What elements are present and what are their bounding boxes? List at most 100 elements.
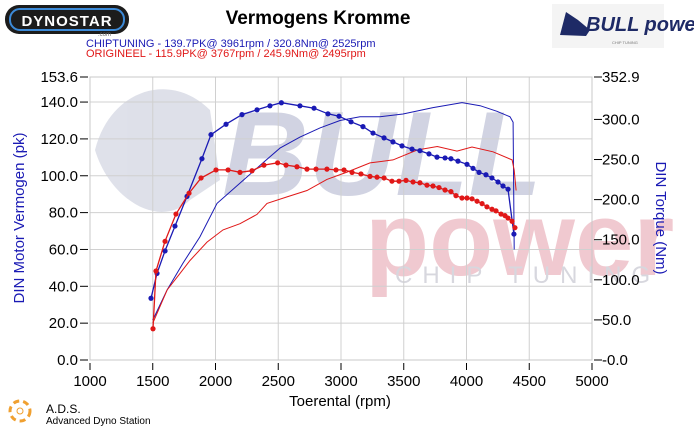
data-point (254, 107, 260, 113)
y-axis-label: DIN Motor Vermogen (pk) (11, 133, 28, 304)
x-tick-label: 1000 (73, 373, 106, 390)
data-point (512, 225, 518, 231)
data-point (495, 179, 501, 185)
data-point (493, 208, 499, 214)
data-point (464, 195, 470, 201)
series-line-0 (152, 102, 515, 321)
data-point (399, 143, 405, 149)
dynostar-logo-sub: .com (98, 32, 111, 38)
data-point (509, 218, 515, 224)
y2-axis-label: DIN Torque (Nm) (652, 161, 669, 274)
y2-tick-label: 200.0 (602, 192, 640, 209)
data-point (311, 105, 317, 111)
data-point (484, 204, 490, 210)
data-point (436, 184, 442, 191)
data-point (426, 151, 432, 157)
data-point (505, 186, 511, 192)
data-point (489, 175, 495, 181)
data-point (434, 154, 440, 160)
data-point (278, 100, 284, 106)
y-tick-label: 153.6 (40, 69, 78, 86)
x-tick-label: 1500 (136, 373, 169, 390)
ads-logo: A.D.S. Advanced Dyno Station (8, 399, 151, 427)
data-point (505, 215, 511, 221)
x-tick-label: 5000 (575, 373, 608, 390)
data-point (223, 121, 229, 127)
y2-tick-label: 50.0 (602, 312, 631, 329)
ads-logo-icon (8, 399, 32, 423)
data-point (453, 193, 459, 199)
data-point (162, 238, 168, 244)
data-point (474, 198, 480, 204)
y2-tick-label: 100.0 (602, 272, 640, 289)
y-tick-label: 40.0 (49, 278, 78, 295)
data-point (333, 167, 339, 173)
ads-brand: A.D.S. (46, 402, 81, 416)
data-point (448, 156, 454, 162)
data-point (237, 169, 243, 175)
x-tick-label: 4500 (513, 373, 546, 390)
dynostar-logo-text: DYNOSTAR (21, 13, 112, 30)
data-point (336, 113, 342, 119)
data-point (153, 268, 159, 274)
y2-tick-label: 250.0 (602, 152, 640, 169)
y-tick-label: 120.0 (40, 131, 78, 148)
data-point (198, 175, 204, 181)
data-point (374, 174, 380, 180)
grid (89, 76, 593, 361)
data-point (324, 166, 330, 172)
series-layer (148, 100, 518, 332)
data-point (489, 206, 495, 212)
y2-tick-label: -0.0 (602, 352, 628, 369)
data-point (341, 167, 347, 173)
plot-frame (89, 76, 593, 361)
data-point (297, 103, 303, 109)
y-tick-label: 140.0 (40, 94, 78, 111)
data-point (511, 231, 517, 237)
x-tick-label: 2500 (262, 373, 295, 390)
data-point (381, 175, 387, 181)
data-point (442, 187, 448, 193)
watermark-chiptuning: CHIP TUNING (395, 262, 660, 289)
x-tick-label: 3000 (324, 373, 357, 390)
watermark-power: power (365, 181, 674, 298)
data-point (500, 183, 506, 189)
data-point (483, 172, 489, 178)
data-point (348, 119, 354, 125)
y2-tick-label: 150.0 (602, 232, 640, 249)
y2-tick-label: 300.0 (602, 111, 640, 128)
bull-icon (560, 12, 590, 36)
data-point (358, 171, 364, 177)
x-tick-label: 3500 (387, 373, 420, 390)
data-point (186, 190, 192, 196)
y-tick-label: 20.0 (49, 315, 78, 332)
dynostar-logo: DYNOSTAR .com (5, 5, 129, 38)
data-point (470, 165, 476, 171)
data-point (208, 132, 214, 138)
data-point (442, 155, 448, 161)
data-point (403, 177, 409, 183)
data-point (370, 130, 376, 136)
x-tick-label: 2000 (199, 373, 232, 390)
data-point (325, 111, 331, 117)
data-point (313, 166, 319, 172)
data-point (367, 173, 373, 179)
data-point (409, 146, 415, 152)
chart-title: Vermogens Kromme (226, 8, 411, 29)
data-point (349, 169, 355, 175)
axes (80, 76, 602, 370)
y-tick-label: 0.0 (57, 352, 78, 369)
data-point (396, 178, 402, 184)
data-point (275, 160, 281, 166)
bullpower-watermark: BULL power CHIP TUNING (95, 87, 674, 298)
data-point (213, 167, 219, 173)
data-point (498, 211, 504, 217)
data-point (479, 201, 485, 207)
tick-labels: 1000 1500 2000 2500 3000 3500 4000 4500 5000 0.0 2… (40, 69, 639, 390)
y2-tick-label: 352.9 (602, 69, 640, 86)
x-tick-label: 4000 (450, 373, 483, 390)
data-point (225, 167, 231, 173)
legend-origineel: ORIGINEEL - 115.9PK@ 3767rpm / 245.9Nm@ … (86, 48, 366, 60)
series-line-1 (152, 145, 517, 324)
